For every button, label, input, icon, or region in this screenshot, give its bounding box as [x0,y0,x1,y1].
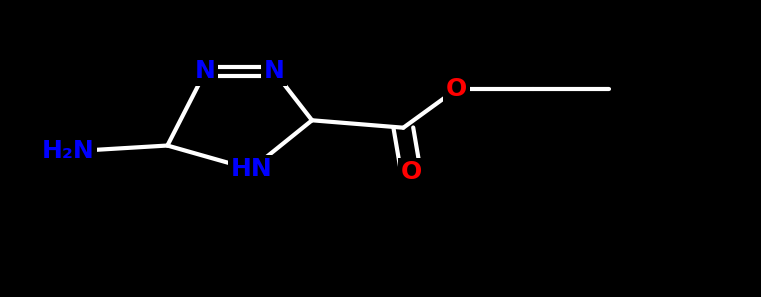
Text: N: N [263,59,285,83]
Text: H₂N: H₂N [42,140,95,163]
Text: O: O [446,77,467,101]
Text: HN: HN [231,157,272,181]
Text: N: N [195,59,216,83]
Text: O: O [400,160,422,184]
